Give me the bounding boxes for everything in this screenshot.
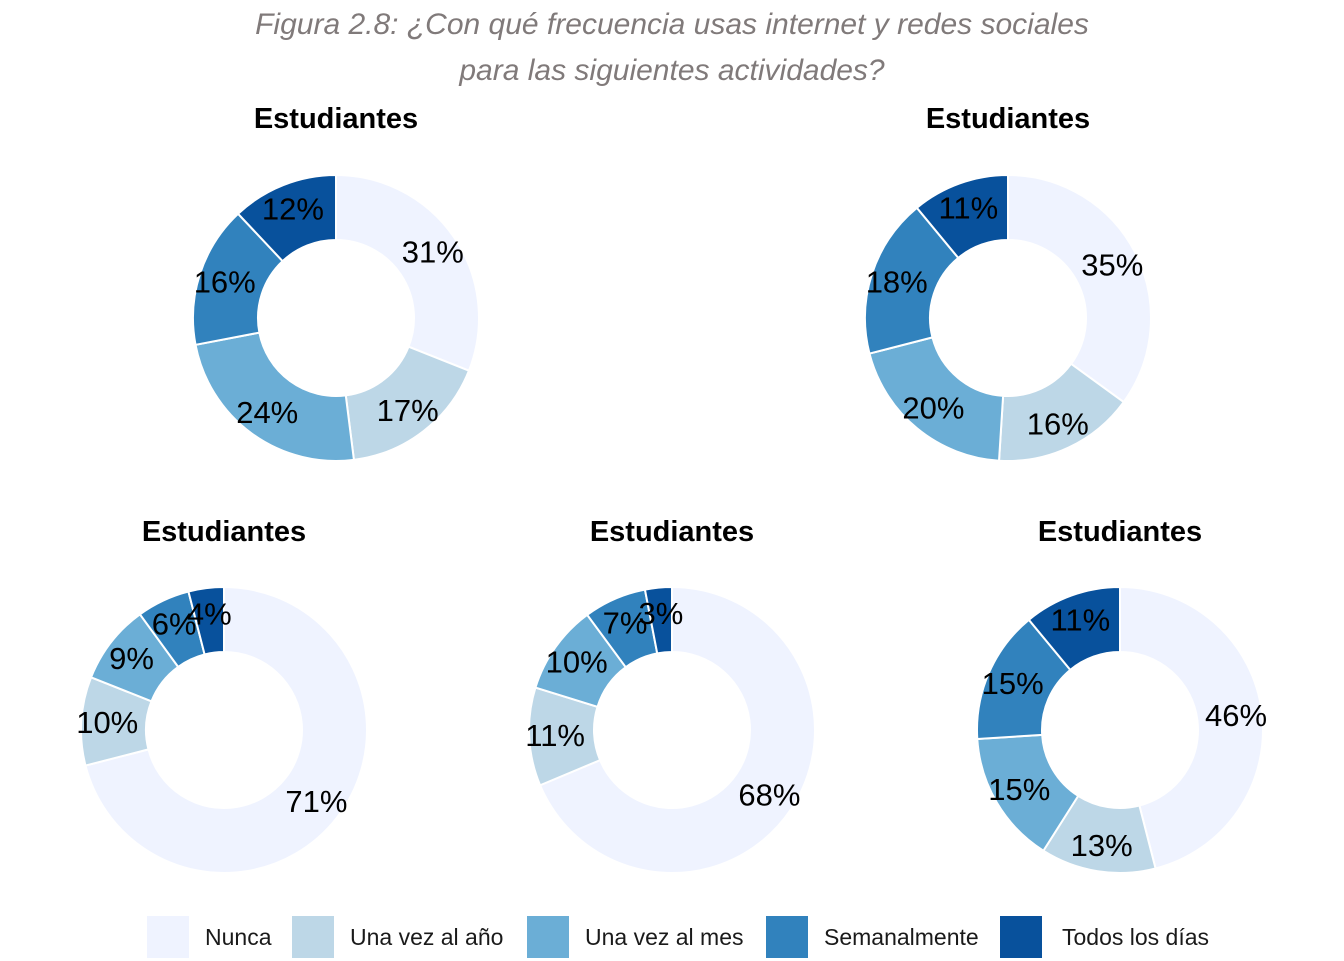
- data-label: 31%: [402, 235, 464, 270]
- data-label: 15%: [988, 772, 1050, 807]
- legend-label: Una vez al año: [350, 924, 504, 950]
- legend-label: Una vez al mes: [585, 924, 744, 950]
- chart-title: Estudiantes: [590, 516, 754, 548]
- data-label: 11%: [1050, 602, 1110, 637]
- legend-swatch: [147, 916, 189, 958]
- donut-chart-3: Estudiantes 71% 10% 9%6%4%: [76, 516, 368, 874]
- figure-title-line-2: para las siguientes actividades?: [459, 54, 885, 87]
- donut-slice: [538, 585, 816, 874]
- data-label: 10%: [546, 645, 608, 680]
- data-label: 16%: [194, 264, 256, 299]
- data-label: 7%: [603, 605, 648, 640]
- data-label: 4%: [187, 596, 232, 631]
- donut-slice: [187, 585, 225, 656]
- donut-chart-4: Estudiantes 68% 11% 10% 7%3%: [525, 516, 816, 874]
- legend-swatch: [527, 916, 569, 958]
- donut-slice: [1119, 585, 1264, 870]
- data-label: 20%: [902, 391, 964, 426]
- chart-title: Estudiantes: [254, 103, 418, 135]
- data-label: 9%: [109, 641, 154, 676]
- data-label: 11%: [525, 718, 585, 753]
- chart-title: Estudiantes: [1038, 516, 1202, 548]
- legend-label: Semanalmente: [824, 924, 979, 950]
- donut-slice: [915, 173, 1009, 260]
- legend-swatch: [1000, 916, 1042, 958]
- data-label: 13%: [1071, 828, 1133, 863]
- legend-swatch: [766, 916, 808, 958]
- donut-slice: [1027, 585, 1121, 672]
- donut-slice: [864, 206, 960, 355]
- donut-chart-2: Estudiantes 35% 16% 20% 18% 11%: [864, 103, 1152, 462]
- data-label: 46%: [1205, 698, 1267, 733]
- data-label: 17%: [377, 393, 439, 428]
- figure-title-line-1: Figura 2.8: ¿Con qué frecuencia usas int…: [255, 8, 1089, 41]
- donut-chart-1: Estudiantes 31% 17% 24% 16% 12%: [192, 103, 480, 462]
- data-label: 6%: [152, 607, 197, 642]
- legend: Nunca Una vez al año Una vez al mes Semanal…: [0, 913, 1344, 959]
- data-label: 35%: [1081, 247, 1143, 282]
- legend-swatch: [292, 916, 334, 958]
- data-label: 18%: [866, 264, 928, 299]
- data-label: 3%: [638, 596, 683, 631]
- data-label: 68%: [738, 777, 800, 812]
- data-label: 11%: [938, 190, 998, 225]
- donut-slice: [868, 336, 1005, 462]
- donut-slice: [236, 173, 337, 263]
- data-label: 71%: [285, 784, 347, 819]
- donut-slice: [1007, 173, 1152, 404]
- donut-slice: [84, 585, 368, 874]
- data-label: 15%: [982, 666, 1044, 701]
- data-label: 16%: [1027, 406, 1089, 441]
- legend-label: Nunca: [205, 924, 272, 950]
- donut-slice: [335, 173, 480, 372]
- figure-title: Figura 2.8: ¿Con qué frecuencia usas int…: [0, 2, 1344, 94]
- legend-label: Todos los días: [1062, 924, 1210, 950]
- chart-title: Estudiantes: [142, 516, 306, 548]
- data-label: 12%: [262, 192, 324, 227]
- donut-slice: [643, 585, 673, 655]
- data-label: 24%: [236, 395, 298, 430]
- data-label: 10%: [76, 705, 138, 740]
- donut-slice: [194, 331, 356, 462]
- chart-title: Estudiantes: [926, 103, 1090, 135]
